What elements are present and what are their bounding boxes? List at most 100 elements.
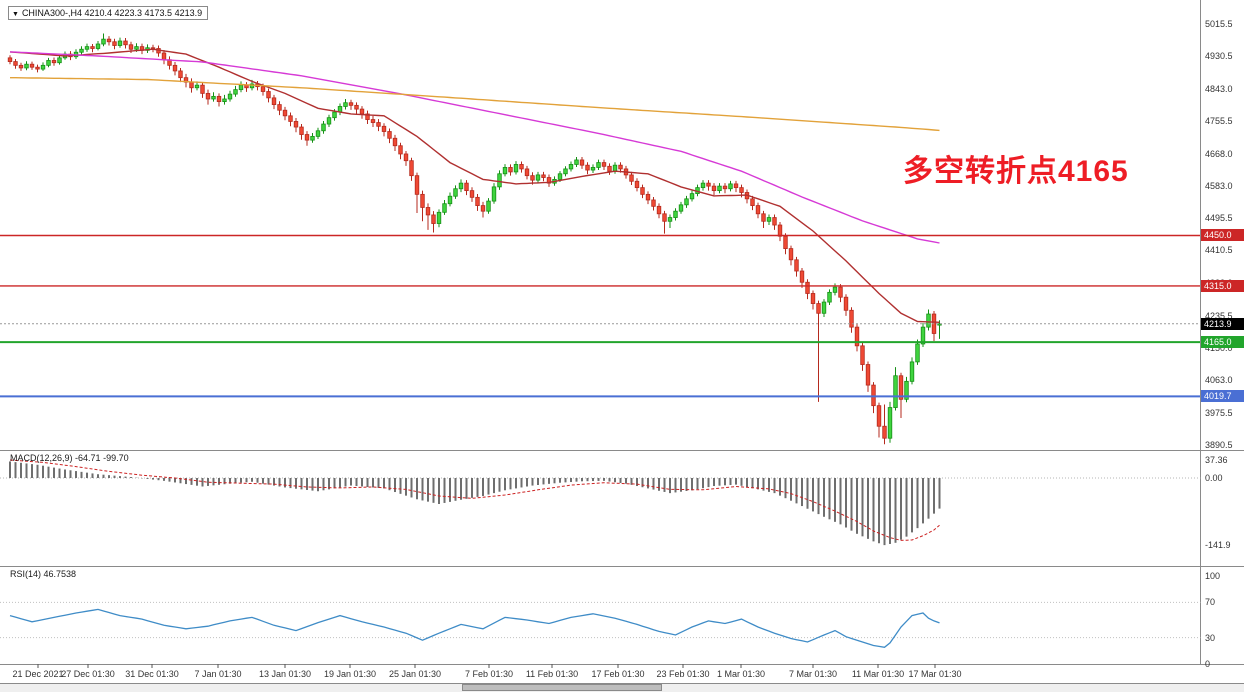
rsi-axis-label: 70 [1205,597,1216,607]
ma-fast-red [9,48,940,323]
candle-body [238,84,244,91]
price-axis-label: 3890.5 [1205,440,1233,450]
candle-body [733,183,739,189]
candle-body [51,60,57,64]
time-axis-label: 19 Jan 01:30 [323,669,377,679]
time-axis-label: 21 Dec 2021 [12,669,64,679]
candle-body [810,293,816,304]
candle-body [79,48,84,53]
price-axis-label: 4410.5 [1205,245,1233,255]
candle-body [557,173,563,180]
macd-values: -64.71 -99.70 [75,453,129,463]
price-axis-label: 4930.5 [1205,51,1233,61]
candle-body [772,217,777,226]
price-axis-label: 4583.0 [1205,181,1233,191]
candle-body [645,193,651,201]
candle-body [689,193,695,200]
candle-body [519,164,524,170]
candle-body [458,182,464,190]
candle-body [662,213,667,222]
candle-body [200,84,205,94]
candle-body [491,186,497,202]
candle-body [612,164,618,172]
candle-body [656,205,662,215]
candle-body [805,281,810,294]
candle-body [194,84,200,89]
time-axis-label: 25 Jan 01:30 [388,669,442,679]
candle-body [607,165,612,172]
candle-body [414,175,420,195]
candle-body [568,164,574,170]
candle-body [904,380,909,400]
price-axis-label: 4150.0 [1205,343,1233,353]
candle-body [409,160,414,177]
candle-body [216,95,222,103]
candle-body [447,195,453,205]
candle-body [673,210,678,218]
macd-signal-line [9,459,940,541]
candle-body [376,122,381,127]
ma-mid-magenta [9,51,940,244]
candle-body [876,405,882,427]
rsi-axis-label: 30 [1205,633,1216,643]
candle-body [205,92,211,100]
rsi-title: RSI(14) [10,569,42,579]
candle-body [816,303,821,314]
candle-body [282,109,288,117]
candle-body [161,52,167,61]
candle-body [706,182,711,187]
candle-body [898,375,904,400]
candle-body [128,44,134,50]
candle-body [381,125,387,132]
candle-body [634,180,640,189]
symbol-dropdown-icon[interactable]: ▼ [12,11,19,18]
candle-body [486,200,491,212]
candle-body [843,296,849,311]
price-axis-label: 5015.5 [1205,19,1233,29]
rsi-indicator-label: RSI(14) 46.7538 [10,569,76,579]
candle-body [442,203,447,213]
candle-body [112,41,117,46]
macd-indicator-label: MACD(12,26,9) -64.71 -99.70 [10,453,129,463]
candle-body [794,259,799,272]
macd-title: MACD(12,26,9) [10,453,73,463]
candle-body [838,286,843,298]
time-axis-label: 7 Feb 01:30 [464,669,514,679]
time-axis-label: 11 Mar 01:30 [851,669,905,679]
horizontal-scrollbar-thumb[interactable] [462,684,662,691]
candle-body [40,64,46,70]
price-axis-label: 4755.5 [1205,116,1233,126]
candle-body [304,134,310,141]
candle-body [563,168,568,175]
candle-body [480,205,486,212]
candle-body [678,204,684,212]
candle-body [227,93,233,100]
candle-body [821,301,827,314]
candle-body [601,162,607,167]
rsi-axis-label: 100 [1205,571,1221,581]
candle-body [887,407,893,439]
candle-body [799,270,805,283]
candle-body [728,183,733,190]
time-axis-label: 1 Mar 01:30 [716,669,766,679]
candle-body [365,113,370,120]
macd-axis-label: 0.00 [1205,473,1223,483]
candle-body [585,164,590,171]
candle-body [348,102,354,106]
candle-body [871,384,876,407]
candle-body [475,196,480,206]
candle-body [84,46,90,50]
candle-body [722,185,728,190]
candle-body [117,40,123,46]
ma-slow-orange [10,77,940,132]
candle-body [700,182,706,189]
candle-body [29,63,35,68]
chart-annotation-text[interactable]: 多空转折点4165 [903,155,1129,188]
candle-body [172,64,178,72]
candle-body [123,40,128,46]
candle-body [667,217,673,222]
price-level-badge: 4019.7 [1201,390,1244,402]
time-axis-label: 7 Jan 01:30 [194,669,242,679]
